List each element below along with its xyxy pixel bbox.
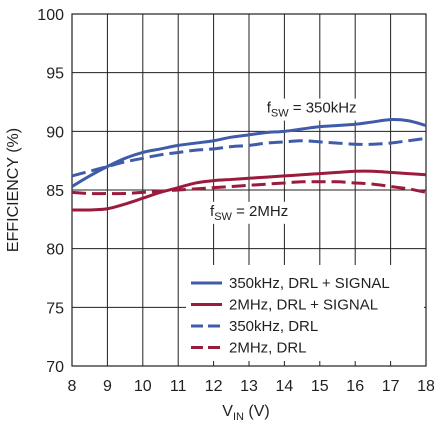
legend-label-2: 2MHz, DRL + SIGNAL [229,297,378,314]
y-tick-70: 70 [46,359,64,376]
x-tick-18: 18 [417,378,434,395]
x-tick-10: 10 [134,378,152,395]
y-tick-85: 85 [46,183,64,200]
legend-label-4: 2MHz, DRL [229,340,307,357]
plot-frame [71,13,427,367]
annotation-1: fSW = 350kHz [267,100,357,120]
x-axis-title-main: V [222,403,233,420]
annotation-1-main: f [267,100,272,117]
series-line-2 [71,169,427,212]
x-tick-15: 15 [311,378,329,395]
x-tick-13: 13 [240,378,258,395]
legend: 350kHz, DRL + SIGNAL 2MHz, DRL + SIGNAL 35… [186,265,424,361]
x-tick-8: 8 [68,378,77,395]
data-curves [71,118,427,212]
annotation-2-main: f [210,203,215,220]
annotation-1-sub: SW [271,108,289,120]
x-axis-title-unit: (V) [244,403,270,420]
annotation-bg-2 [207,201,292,224]
x-tick-11: 11 [170,378,187,395]
y-tick-75: 75 [46,300,64,317]
series-line-3 [71,136,427,178]
y-tick-labels: 70 75 80 85 90 95 100 [37,7,64,376]
x-tick-labels: 8 9 10 11 12 13 14 15 16 17 18 [68,378,434,395]
annotation-bg-1 [263,98,360,121]
y-tick-95: 95 [46,66,64,83]
annotation-2-sub: SW [214,211,232,223]
legend-label-3: 350kHz, DRL [229,318,318,335]
y-tick-90: 90 [46,124,64,141]
annotation-2: fSW = 2MHz [210,203,288,223]
y-tick-100: 100 [37,7,64,24]
x-tick-9: 9 [103,378,112,395]
series-line-1 [71,118,427,188]
x-axis-title-sub: IN [233,411,244,423]
legend-label-1: 350kHz, DRL + SIGNAL [229,275,390,292]
annotation-1-value: = 350kHz [289,100,357,117]
x-tick-12: 12 [205,378,223,395]
x-tick-17: 17 [382,378,400,395]
x-tick-16: 16 [346,378,364,395]
x-axis-title: VIN (V) [222,403,269,423]
y-axis-title: EFFICIENCY (%) [5,128,22,252]
legend-background [186,265,424,361]
x-tick-14: 14 [276,378,294,395]
y-tick-80: 80 [46,242,64,259]
annotation-2-value: = 2MHz [232,203,288,220]
